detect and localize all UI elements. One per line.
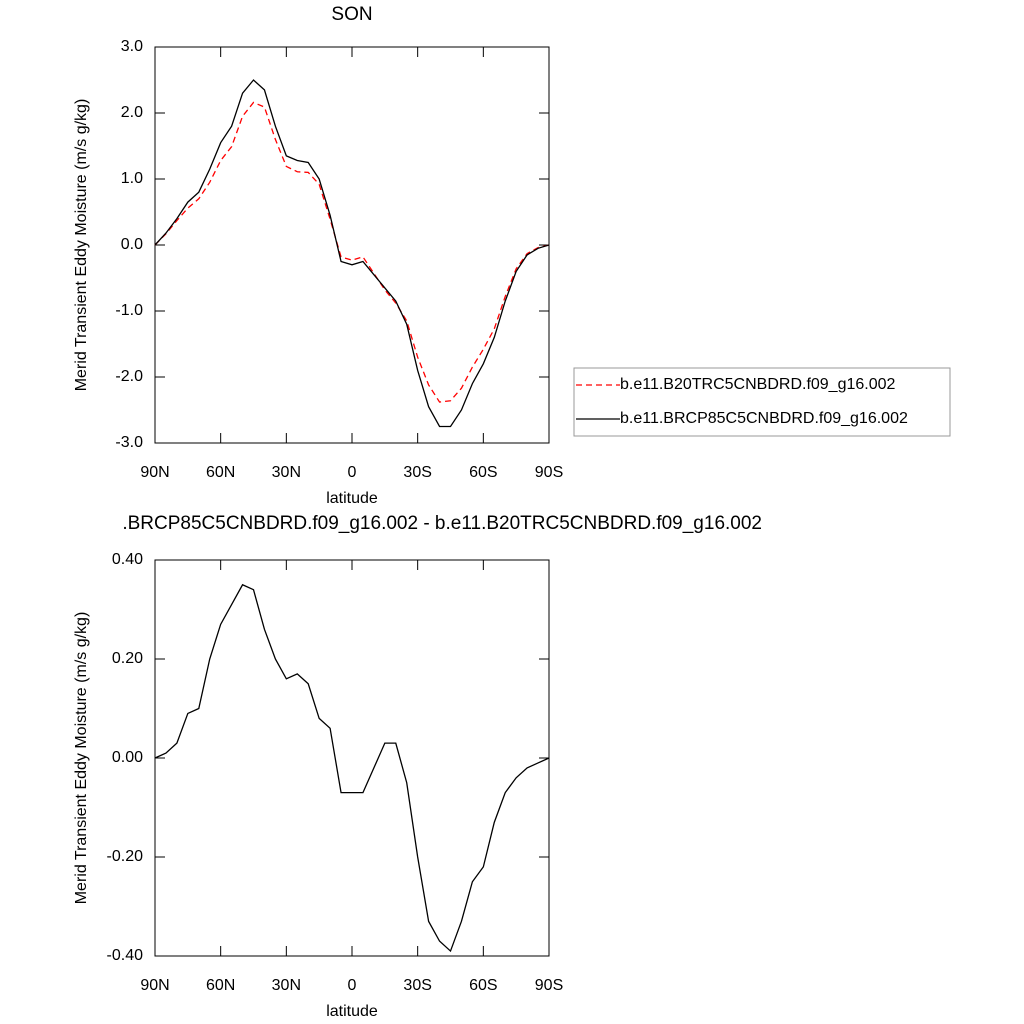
y-axis-label: Merid Transient Eddy Moisture (m/s g/kg)	[73, 612, 90, 905]
x-axis-label: latitude	[326, 490, 378, 507]
plot-frame	[154, 559, 550, 957]
y-tick-label: 0.00	[112, 749, 143, 766]
data-line	[154, 79, 550, 428]
y-tick-label: -0.20	[107, 848, 144, 865]
x-tick-label: 90S	[535, 977, 563, 994]
y-tick-label: -3.0	[115, 434, 143, 451]
x-tick-label: 30S	[403, 977, 431, 994]
x-axis-label: latitude	[326, 1003, 378, 1020]
x-tick-label: 30S	[403, 464, 431, 481]
x-tick-label: 0	[348, 977, 357, 994]
x-tick-label: 90S	[535, 464, 563, 481]
y-tick-label: 2.0	[121, 104, 143, 121]
y-tick-label: -2.0	[115, 368, 143, 385]
data-line	[154, 101, 550, 403]
y-tick-label: 1.0	[121, 170, 143, 187]
y-axis-label: Merid Transient Eddy Moisture (m/s g/kg)	[73, 99, 90, 392]
x-tick-label: 0	[348, 464, 357, 481]
x-tick-label: 60N	[206, 977, 235, 994]
x-tick-label: 90N	[140, 977, 169, 994]
x-tick-label: 30N	[272, 977, 301, 994]
legend-label: b.e11.BRCP85C5CNBDRD.f09_g16.002	[620, 410, 908, 427]
y-tick-label: -0.40	[107, 947, 144, 964]
chart-title: SON	[331, 4, 372, 25]
legend-label: b.e11.B20TRC5CNBDRD.f09_g16.002	[620, 376, 896, 393]
y-tick-label: 3.0	[121, 38, 143, 55]
y-tick-label: 0.20	[112, 650, 143, 667]
chart-title: .BRCP85C5CNBDRD.f09_g16.002 - b.e11.B20T…	[122, 513, 762, 534]
x-tick-label: 60S	[469, 977, 497, 994]
x-tick-label: 60N	[206, 464, 235, 481]
x-tick-label: 90N	[140, 464, 169, 481]
x-tick-label: 30N	[272, 464, 301, 481]
y-tick-label: 0.40	[112, 551, 143, 568]
legend-box	[573, 367, 951, 437]
y-tick-label: -1.0	[115, 302, 143, 319]
data-line	[154, 583, 550, 953]
y-tick-label: 0.0	[121, 236, 143, 253]
x-tick-label: 60S	[469, 464, 497, 481]
plot-frame	[154, 46, 550, 444]
